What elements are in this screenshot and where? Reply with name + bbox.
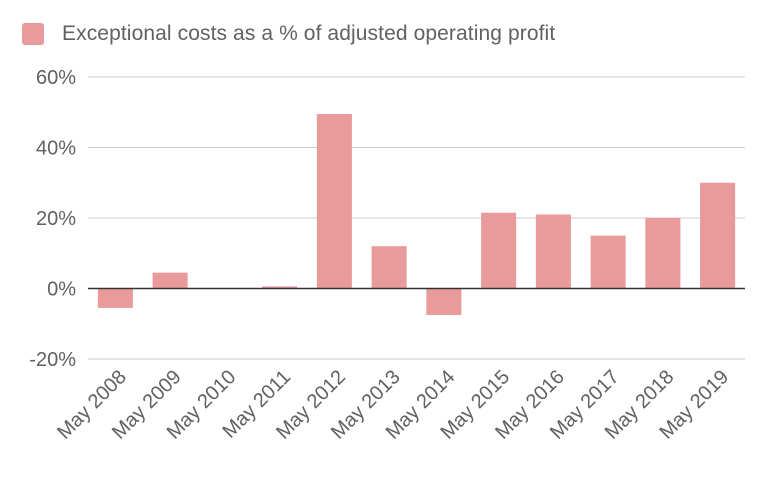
- bar: [535, 214, 571, 289]
- y-tick-label: 40%: [36, 138, 76, 160]
- bar: [97, 288, 133, 308]
- bar: [700, 182, 736, 289]
- bar: [371, 246, 407, 289]
- bar: [481, 212, 517, 289]
- bar: [645, 218, 681, 289]
- y-tick-label: 20%: [36, 208, 76, 230]
- bar: [316, 114, 352, 289]
- y-tick-label: 60%: [36, 67, 76, 89]
- bar: [262, 286, 298, 289]
- bar: [590, 235, 626, 289]
- bar: [152, 272, 188, 289]
- legend-swatch: [22, 23, 44, 45]
- y-tick-label: -20%: [29, 349, 76, 371]
- legend-label: Exceptional costs as a % of adjusted ope…: [62, 22, 556, 45]
- y-tick-label: 0%: [47, 279, 76, 301]
- bar: [426, 288, 462, 315]
- chart-legend: Exceptional costs as a % of adjusted ope…: [22, 22, 555, 46]
